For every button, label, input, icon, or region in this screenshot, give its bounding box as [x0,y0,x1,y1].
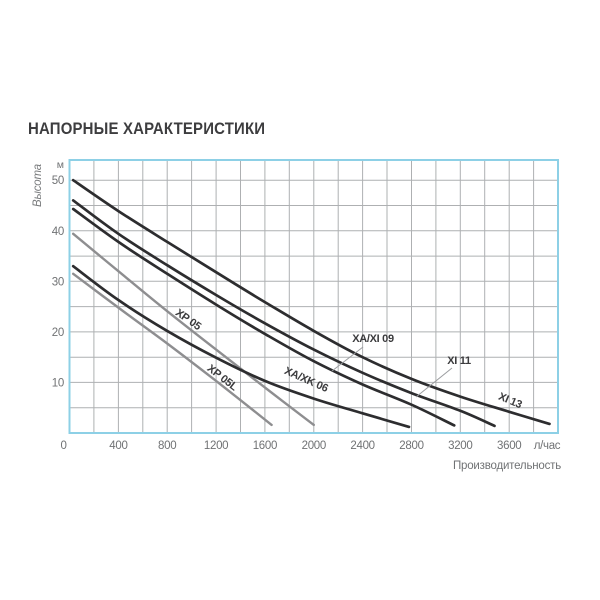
x-tick-label: 1600 [253,440,277,452]
chart-title: НАПОРНЫЕ ХАРАКТЕРИСТИКИ [28,119,266,138]
series-label-xa-xi-09: XA/XI 09 [352,333,394,345]
label-leader-line [415,367,453,398]
x-tick-label: 3600 [497,440,521,452]
x-tick-label: 0 [60,440,66,452]
x-tick-label: 800 [158,440,176,452]
series-curve-xi-13 [71,178,551,426]
x-tick-label: 2000 [302,440,326,452]
series-curve-xp-05l [72,272,273,427]
y-tick-label: 10 [52,377,64,389]
x-tick-label: 1200 [204,440,228,452]
x-axis-unit: л/час [534,440,561,452]
y-tick-label: 50 [52,175,64,187]
y-tick-label: 30 [52,276,64,288]
y-axis-unit: м [57,159,64,171]
x-tick-label: 400 [109,440,127,452]
label-leader-line [331,346,364,372]
x-tick-label: 3200 [448,440,472,452]
series-curve-xp-05 [72,232,315,427]
series-label-xi-11: XI 11 [447,355,471,367]
series-curve-xa-xk-06 [71,264,411,429]
y-tick-label: 40 [52,226,64,238]
x-axis-title: Производительность [453,460,561,472]
x-tick-label: 2800 [399,440,423,452]
series-curve-xa-xi-09 [71,207,456,427]
series-curve-xi-11 [71,199,496,428]
y-axis-title: Высота [32,164,44,207]
plot-border [68,159,559,434]
y-tick-label: 20 [52,327,64,339]
x-tick-label: 2400 [350,440,374,452]
